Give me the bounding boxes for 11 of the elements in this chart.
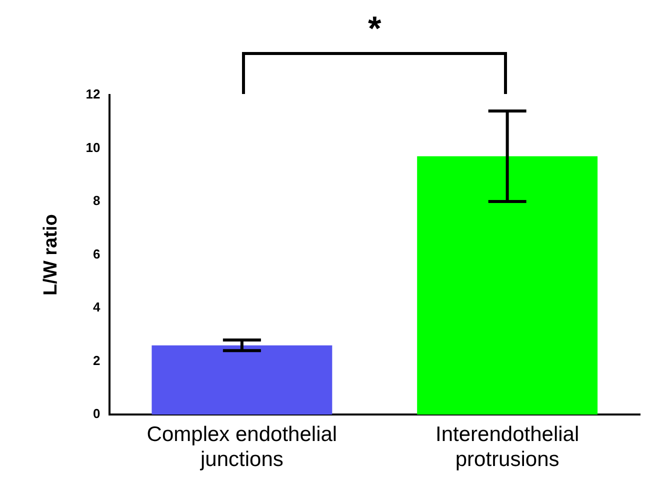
y-tick-label: 2: [93, 352, 100, 368]
x-tick-label: Interendothelial protrusions: [436, 422, 580, 472]
y-tick-label: 4: [93, 300, 102, 315]
y-axis-title: L/W ratio: [40, 214, 62, 296]
y-tick-label: 0: [93, 406, 100, 422]
y-tick-label: 6: [93, 246, 100, 262]
y-tick-label: 8: [93, 193, 100, 208]
text: *: [368, 10, 382, 49]
x-tick-label: Complex endothelial junctions: [146, 422, 338, 472]
y-tick-label: 10: [86, 140, 100, 155]
y-tick-label: 12: [86, 86, 100, 102]
